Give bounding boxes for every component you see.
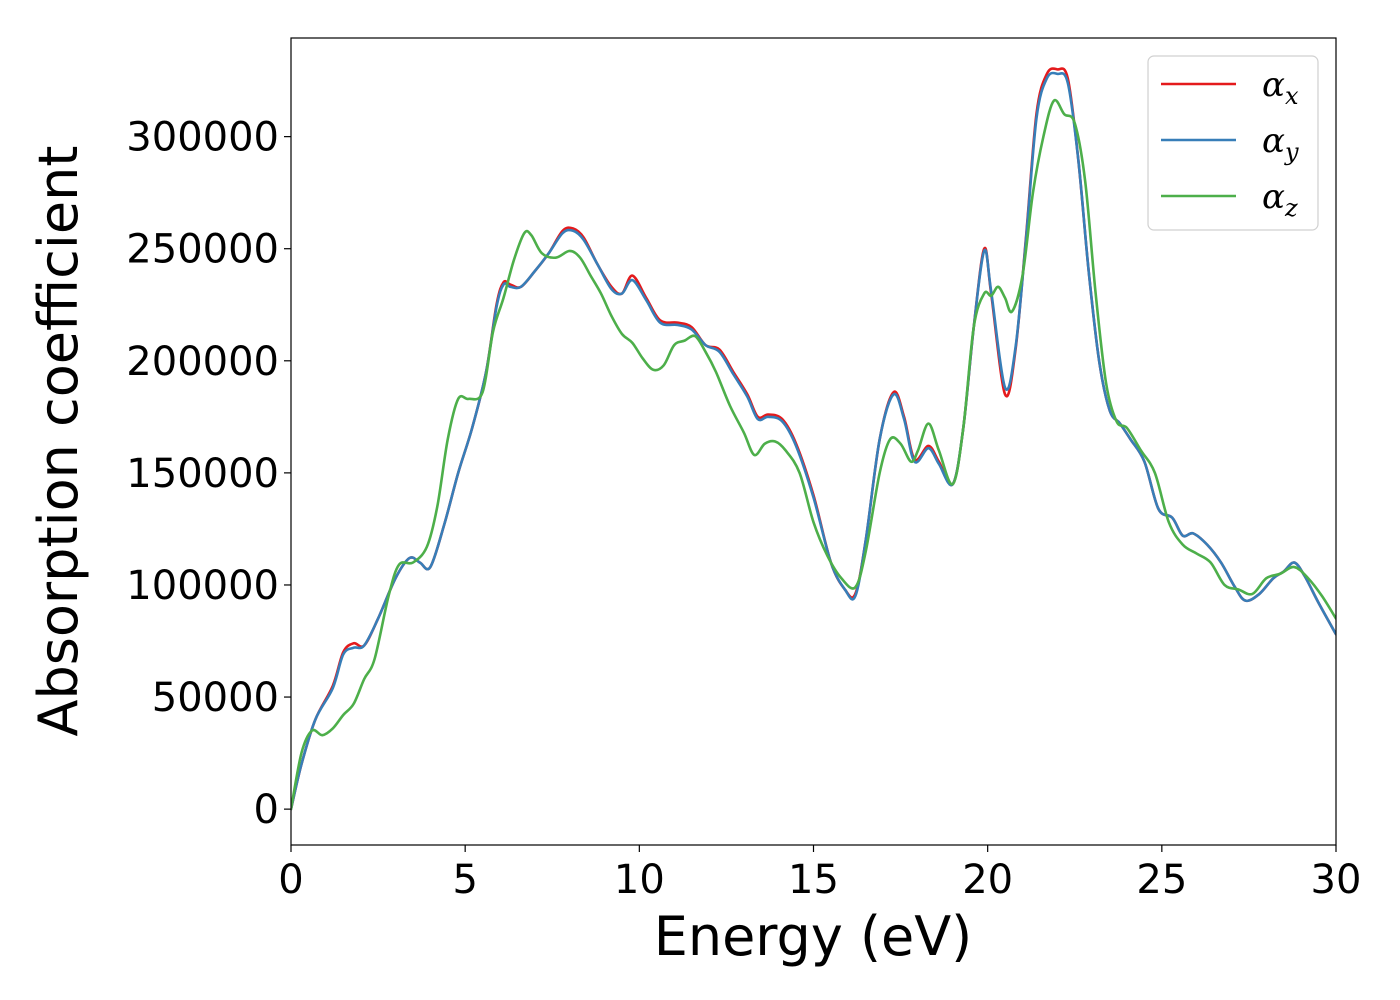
y-tick-label: 200000	[126, 339, 279, 385]
x-tick-label: 30	[1311, 857, 1362, 903]
y-tick-label: 150000	[126, 451, 279, 497]
legend-label-x: αx	[1262, 65, 1299, 110]
x-axis-label: Energy (eV)	[654, 905, 973, 968]
x-tick-label: 15	[788, 857, 839, 903]
y-tick-label: 300000	[126, 115, 279, 161]
x-tick-label: 25	[1136, 857, 1187, 903]
legend-label-y: αy	[1262, 121, 1299, 166]
y-tick-label: 50000	[152, 675, 279, 721]
series-layer	[291, 67, 1336, 811]
y-axis: 0 50000 100000 150000 200000 250000 300000	[126, 115, 291, 833]
x-tick-label: 10	[614, 857, 665, 903]
x-tick-label: 20	[962, 857, 1013, 903]
y-tick-label: 250000	[126, 227, 279, 273]
x-tick-label: 5	[452, 857, 477, 903]
x-tick-label: 0	[278, 857, 303, 903]
y-axis-label: Absorption coefficient	[27, 146, 90, 737]
legend: αx αy αz	[1147, 55, 1319, 231]
x-axis: 0 5 10 15 20 25 30	[278, 845, 1361, 903]
series-line-z	[291, 98, 1336, 811]
legend-label-z: αz	[1262, 177, 1298, 222]
y-tick-label: 100000	[126, 563, 279, 609]
legend-box	[1147, 55, 1319, 231]
y-tick-label: 0	[254, 787, 279, 833]
